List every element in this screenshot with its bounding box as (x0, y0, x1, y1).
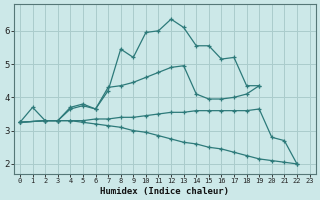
X-axis label: Humidex (Indice chaleur): Humidex (Indice chaleur) (100, 187, 229, 196)
